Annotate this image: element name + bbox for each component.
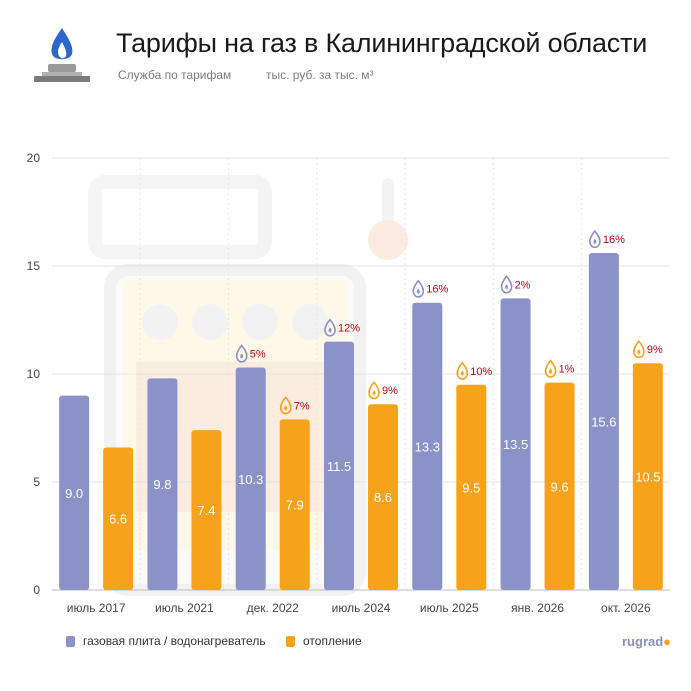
growth-label: 7%	[294, 400, 310, 412]
y-axis-ticks: 0 5 10 15 20	[27, 151, 41, 597]
source-note: Служба по тарифам	[118, 68, 232, 82]
page-title: Тарифы на газ в Калининградской области	[116, 28, 648, 58]
flame-icon	[235, 344, 248, 363]
brand-name: rugrad	[622, 634, 664, 649]
growth-label: 12%	[338, 323, 360, 335]
bar-value-label: 8.6	[374, 490, 392, 505]
gas-burner-icon	[34, 28, 90, 82]
growth-label: 10%	[470, 366, 492, 378]
flame-icon	[279, 396, 292, 415]
x-tick-label: июль 2021	[155, 601, 214, 615]
flame-icon	[544, 359, 557, 378]
bar-value-label: 13.3	[415, 439, 440, 454]
legend-swatch-heating	[286, 635, 295, 647]
bar-value-label: 10.5	[635, 470, 660, 485]
y-tick-label: 15	[27, 259, 41, 273]
y-tick-label: 10	[27, 367, 41, 381]
brand-logo: rugrad●	[622, 634, 671, 649]
x-tick-label: июль 2017	[67, 601, 126, 615]
bar-value-label: 13.5	[503, 437, 528, 452]
bar	[103, 447, 134, 590]
legend-label-stove: газовая плита / водонагреватель	[83, 634, 266, 648]
growth-label: 1%	[559, 364, 575, 376]
bar-value-label: 15.6	[591, 415, 616, 430]
bar-value-label: 9.6	[551, 479, 569, 494]
bars: 9.0 6.6 9.8 7.4 10.3 5% 7.9 7% 11.5 12% 8.6 9% 13.3 1…	[59, 229, 663, 591]
growth-label: 9%	[382, 385, 398, 397]
x-axis-ticks: июль 2017 июль 2021 дек. 2022 июль 2024 июль…	[67, 601, 651, 615]
x-tick-label: дек. 2022	[247, 601, 300, 615]
growth-label: 16%	[426, 284, 448, 296]
growth-label: 2%	[515, 279, 531, 291]
flame-icon	[456, 361, 469, 380]
bar	[456, 384, 487, 590]
y-tick-label: 20	[27, 151, 41, 165]
bar-value-label: 7.4	[197, 503, 215, 518]
bar	[412, 302, 443, 590]
bar	[588, 253, 619, 591]
bar	[632, 363, 663, 590]
growth-label: 9%	[647, 344, 663, 356]
bar-value-label: 10.3	[238, 472, 263, 487]
bar	[324, 341, 354, 590]
y-tick-label: 5	[33, 475, 40, 489]
bar-value-label: 9.8	[153, 477, 171, 492]
y-tick-label: 0	[33, 583, 40, 597]
bar-value-label: 7.9	[286, 498, 304, 513]
growth-label: 5%	[250, 349, 266, 361]
flame-icon	[500, 275, 513, 294]
bar	[368, 404, 398, 590]
bar-value-label: 9.5	[462, 480, 480, 495]
legend-label-heating: отопление	[303, 634, 362, 648]
bar	[544, 382, 575, 590]
bar	[147, 378, 178, 590]
flame-icon	[368, 380, 380, 400]
bar-value-label: 11.5	[327, 459, 351, 474]
bar	[279, 419, 310, 590]
brand-dot: ●	[663, 634, 672, 649]
growth-label: 16%	[603, 234, 625, 246]
x-tick-label: янв. 2026	[511, 601, 564, 615]
unit-note: тыс. руб. за тыс. м³	[266, 68, 374, 82]
legend-item-heating: отопление	[286, 634, 362, 648]
x-tick-label: июль 2025	[420, 601, 479, 615]
flame-icon	[633, 339, 645, 359]
flame-icon	[412, 279, 425, 298]
flame-icon	[589, 229, 601, 249]
legend-swatch-stove	[66, 635, 75, 647]
bar	[59, 395, 90, 590]
bar-value-label: 6.6	[109, 512, 127, 527]
bar	[235, 367, 266, 590]
bar	[500, 298, 531, 590]
bar	[191, 430, 222, 590]
x-tick-label: июль 2024	[332, 601, 391, 615]
x-tick-label: окт. 2026	[601, 601, 651, 615]
flame-icon	[324, 318, 336, 337]
legend-item-stove: газовая плита / водонагреватель	[66, 634, 266, 648]
bar-value-label: 9.0	[65, 486, 83, 501]
